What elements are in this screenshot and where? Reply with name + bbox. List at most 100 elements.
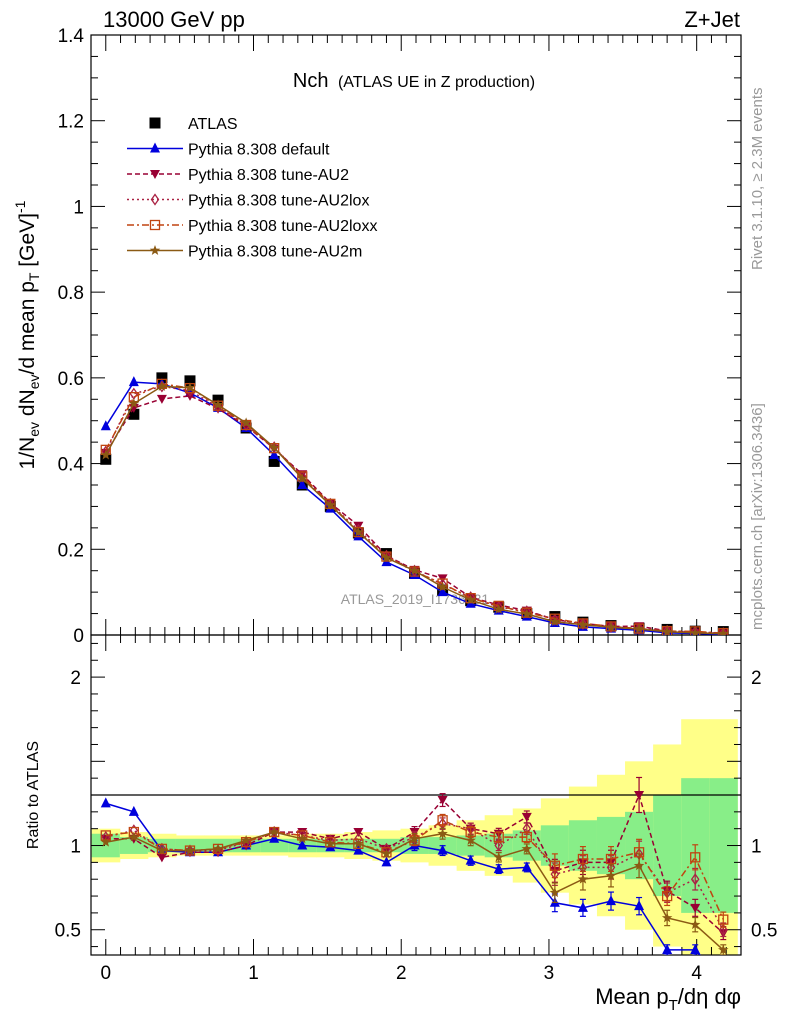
data-point-default <box>577 901 588 912</box>
main-y-axis-label: 1/Nev dNev/d mean pT [GeV]-1 <box>12 200 42 469</box>
data-point-au2m <box>128 398 140 409</box>
data-point-au2m <box>633 623 645 634</box>
legend-marker <box>149 219 161 231</box>
x-tick-label: 4 <box>691 963 702 984</box>
legend-label: Pythia 8.308 default <box>188 142 330 159</box>
rivet-version-label: Rivet 3.1.10, ≥ 2.3M events <box>749 88 766 271</box>
data-point-atlas <box>184 375 196 387</box>
data-point-au2loxx <box>297 471 308 482</box>
data-point-default <box>606 895 616 906</box>
data-point-default <box>493 863 504 874</box>
data-point-au2loxx <box>521 831 532 843</box>
data-point-au2lox <box>662 624 672 635</box>
main-y-tick-label: 0.2 <box>58 540 84 561</box>
data-point-au2m <box>381 848 392 859</box>
data-point-au2m <box>689 627 701 635</box>
legend-item-atlas: ATLAS <box>149 116 238 133</box>
data-point-atlas <box>268 455 280 467</box>
data-point-au2m <box>409 565 420 576</box>
data-point-au2lox <box>578 617 588 630</box>
x-tick-label: 3 <box>544 963 555 984</box>
data-point-au2 <box>156 853 167 863</box>
legend-label: Pythia 8.308 tune-AU2m <box>188 244 362 261</box>
data-point-au2loxx <box>690 852 701 863</box>
data-point-default <box>465 854 476 865</box>
data-point-au2loxx <box>661 890 673 902</box>
main-y-tick-label: 1 <box>73 197 84 218</box>
legend-label: Pythia 8.308 tune-AU2loxx <box>188 218 377 235</box>
series-au2m <box>100 380 729 635</box>
data-point-au2lox <box>354 523 363 537</box>
data-point-au2m <box>156 380 168 391</box>
data-point-au2m <box>437 581 448 592</box>
mcplots-credit-label: mcplots.cern.ch [arXiv:1306.3436] <box>749 403 766 630</box>
header-process-label: Z+Jet <box>684 7 740 32</box>
data-point-au2lox <box>718 923 728 936</box>
data-point-atlas <box>100 453 112 465</box>
x-axis-label: Mean pT/dη dφ <box>595 984 741 1014</box>
data-point-default <box>437 586 448 597</box>
ratio-y-tick-label-right: 1 <box>751 837 762 858</box>
data-point-au2m <box>212 399 224 410</box>
data-point-au2loxx <box>437 815 448 826</box>
data-point-au2m <box>409 833 420 844</box>
data-point-au2m <box>493 851 504 862</box>
legend-marker <box>150 170 160 179</box>
data-point-au2m <box>718 944 729 955</box>
main-y-tick-label: 0.6 <box>58 369 84 390</box>
data-point-au2m <box>465 834 476 845</box>
main-axes: 0 0.2 0.4 0.6 0.8 1 1.2 1.4 <box>58 26 742 647</box>
data-point-au2lox <box>690 873 700 886</box>
series-line-au2 <box>105 395 724 635</box>
data-point-au2m <box>325 838 336 849</box>
legend-item-default: Pythia 8.308 default <box>127 142 330 159</box>
legend-label: Pythia 8.308 tune-AU2 <box>188 167 349 184</box>
data-point-au2m <box>240 417 252 428</box>
data-point-au2lox <box>522 605 532 618</box>
ratio-series <box>100 776 729 984</box>
data-point-au2 <box>437 796 448 806</box>
data-point-au2m <box>184 382 196 393</box>
data-point-default <box>100 420 111 431</box>
ratio-y-tick-label-left: 1 <box>70 837 81 858</box>
data-point-au2m <box>353 838 364 849</box>
main-y-tick-label: 0 <box>73 626 84 647</box>
legend-marker <box>150 142 160 153</box>
legend-item-au2lox: Pythia 8.308 tune-AU2lox <box>127 193 369 210</box>
x-tick-label: 2 <box>396 963 407 984</box>
data-point-au2 <box>634 791 645 800</box>
legend-marker <box>149 245 161 255</box>
data-point-au2m <box>437 828 448 839</box>
legend-item-au2loxx: Pythia 8.308 tune-AU2loxx <box>127 218 377 235</box>
data-point-au2m <box>268 442 280 453</box>
data-point-au2m <box>156 845 168 856</box>
data-point-default <box>521 861 532 872</box>
data-point-au2m <box>577 873 589 884</box>
data-point-au2loxx <box>577 853 589 865</box>
data-point-au2lox <box>690 625 700 635</box>
data-point-au2lox <box>550 868 560 881</box>
data-point-au2m <box>240 834 252 845</box>
data-point-default <box>297 479 308 489</box>
data-point-au2loxx <box>718 914 729 925</box>
data-point-au2m <box>549 887 561 898</box>
data-point-default <box>100 797 111 808</box>
data-point-au2m <box>100 836 111 847</box>
ratio-band-inner-bin <box>91 833 121 858</box>
data-point-au2m <box>353 526 364 537</box>
data-point-default <box>297 839 308 850</box>
main-y-tick-label: 0.8 <box>58 283 84 304</box>
data-point-default <box>718 974 728 984</box>
data-point-default <box>662 943 673 954</box>
legend-item-au2m: Pythia 8.308 tune-AU2m <box>127 244 362 261</box>
data-point-au2m <box>100 449 111 460</box>
data-point-au2m <box>465 594 476 605</box>
legend-label: Pythia 8.308 tune-AU2lox <box>188 193 369 210</box>
data-point-atlas <box>128 408 140 420</box>
data-point-default <box>690 943 701 954</box>
data-point-au2m <box>661 626 673 635</box>
data-point-au2m <box>689 919 701 930</box>
data-point-au2loxx <box>549 860 561 871</box>
data-point-au2m <box>718 628 729 635</box>
